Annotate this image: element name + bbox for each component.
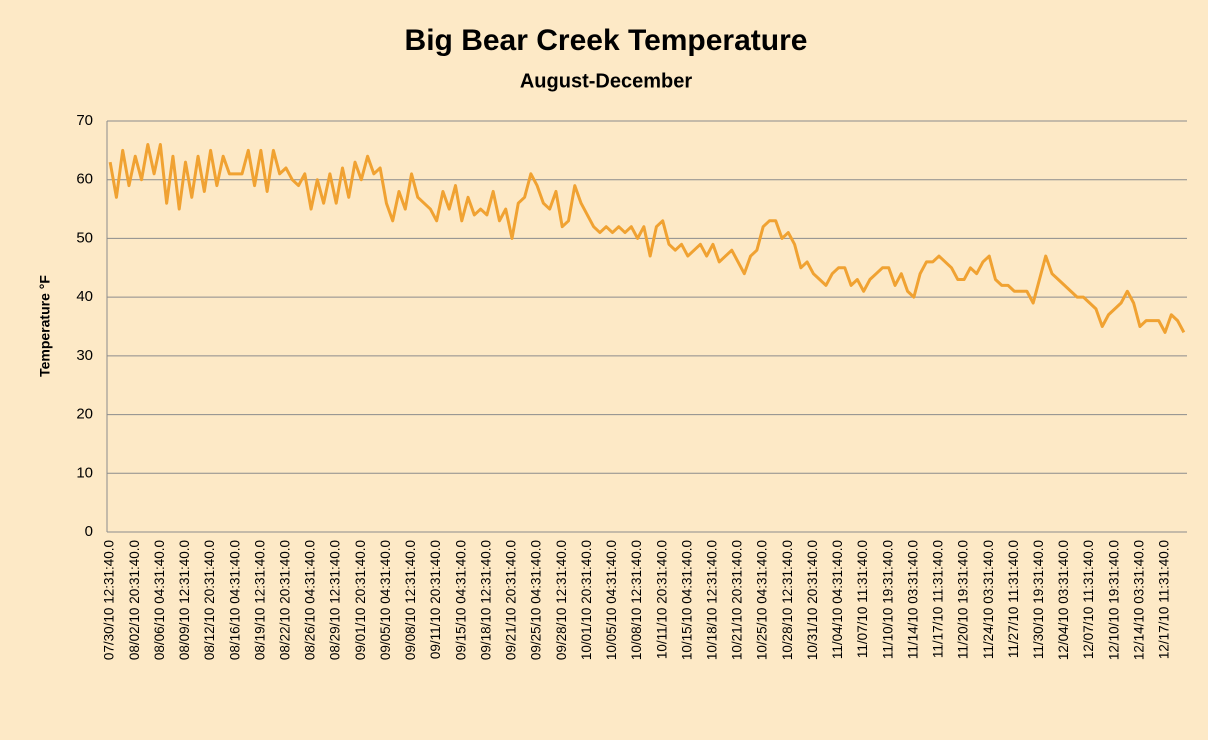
x-tick-label: 08/16/10 04:31:40.0	[227, 540, 242, 660]
x-tick-label: 08/09/10 12:31:40.0	[177, 540, 192, 660]
x-tick-label: 09/28/10 12:31:40.0	[554, 540, 569, 660]
y-axis-label: Temperature °F	[37, 275, 53, 377]
x-tick-label: 09/18/10 12:31:40.0	[478, 540, 493, 660]
x-tick-label: 11/04/10 04:31:40.0	[830, 540, 845, 659]
x-tick-label: 08/26/10 04:31:40.0	[303, 540, 318, 660]
x-tick-label: 09/05/10 04:31:40.0	[378, 540, 393, 660]
x-tick-label: 12/10/10 19:31:40.0	[1106, 540, 1121, 660]
x-tick-label: 11/27/10 11:31:40.0	[1006, 540, 1021, 658]
x-tick-label: 07/30/10 12:31:40.0	[102, 540, 117, 660]
x-tick-label: 08/29/10 12:31:40.0	[328, 540, 343, 660]
temperature-line	[108, 142, 1186, 334]
x-tick-label: 09/21/10 20:31:40.0	[504, 540, 519, 660]
x-tick-label: 11/10/10 19:31:40.0	[880, 540, 895, 659]
x-tick-label: 11/14/10 03:31:40.0	[905, 540, 920, 659]
x-tick-label: 09/11/10 20:31:40.0	[428, 540, 443, 659]
x-tick-label: 10/28/10 12:31:40.0	[780, 540, 795, 660]
x-tick-label: 11/30/10 19:31:40.0	[1031, 540, 1046, 659]
x-tick-label: 11/07/10 11:31:40.0	[855, 540, 870, 658]
y-tick-label: 40	[76, 288, 93, 305]
y-tick-label: 10	[76, 464, 93, 481]
chart-subtitle: August-December	[520, 70, 692, 92]
x-tick-label: 09/08/10 12:31:40.0	[403, 540, 418, 660]
x-tick-label: 10/08/10 12:31:40.0	[629, 540, 644, 660]
x-tick-label: 10/05/10 04:31:40.0	[604, 540, 619, 660]
x-tick-label: 08/19/10 12:31:40.0	[252, 540, 267, 660]
x-tick-label: 12/14/10 03:31:40.0	[1131, 540, 1146, 660]
x-tick-label: 10/31/10 20:31:40.0	[805, 540, 820, 660]
x-tick-label: 10/21/10 20:31:40.0	[730, 540, 745, 660]
chart-title: Big Bear Creek Temperature	[405, 24, 808, 57]
x-tick-label: 08/12/10 20:31:40.0	[202, 540, 217, 660]
x-tick-label: 08/02/10 20:31:40.0	[127, 540, 142, 660]
x-tick-label: 08/22/10 20:31:40.0	[278, 540, 293, 660]
x-tick-label: 09/01/10 20:31:40.0	[353, 540, 368, 660]
x-tick-label: 10/01/10 20:31:40.0	[579, 540, 594, 660]
x-tick-label: 09/25/10 04:31:40.0	[529, 540, 544, 660]
y-tick-label: 30	[76, 347, 93, 364]
x-tick-label: 12/07/10 11:31:40.0	[1081, 540, 1096, 659]
y-tick-label: 60	[76, 171, 93, 188]
y-tick-label: 50	[76, 229, 93, 246]
x-tick-label: 12/04/10 03:31:40.0	[1056, 540, 1071, 660]
y-tick-label: 70	[76, 112, 93, 129]
x-tick-label: 10/25/10 04:31:40.0	[755, 540, 770, 660]
y-tick-label: 0	[85, 523, 93, 540]
x-tick-label: 10/18/10 12:31:40.0	[704, 540, 719, 660]
y-tick-label: 20	[76, 406, 93, 423]
x-tick-label: 10/11/10 20:31:40.0	[654, 540, 669, 659]
x-tick-label: 11/24/10 03:31:40.0	[981, 540, 996, 659]
x-tick-label: 09/15/10 04:31:40.0	[453, 540, 468, 660]
x-tick-label: 08/06/10 04:31:40.0	[152, 540, 167, 660]
x-tick-label: 11/17/10 11:31:40.0	[931, 540, 946, 658]
x-tick-label: 12/17/10 11:31:40.0	[1157, 540, 1172, 659]
x-tick-label: 11/20/10 19:31:40.0	[956, 540, 971, 659]
x-tick-label: 10/15/10 04:31:40.0	[679, 540, 694, 660]
